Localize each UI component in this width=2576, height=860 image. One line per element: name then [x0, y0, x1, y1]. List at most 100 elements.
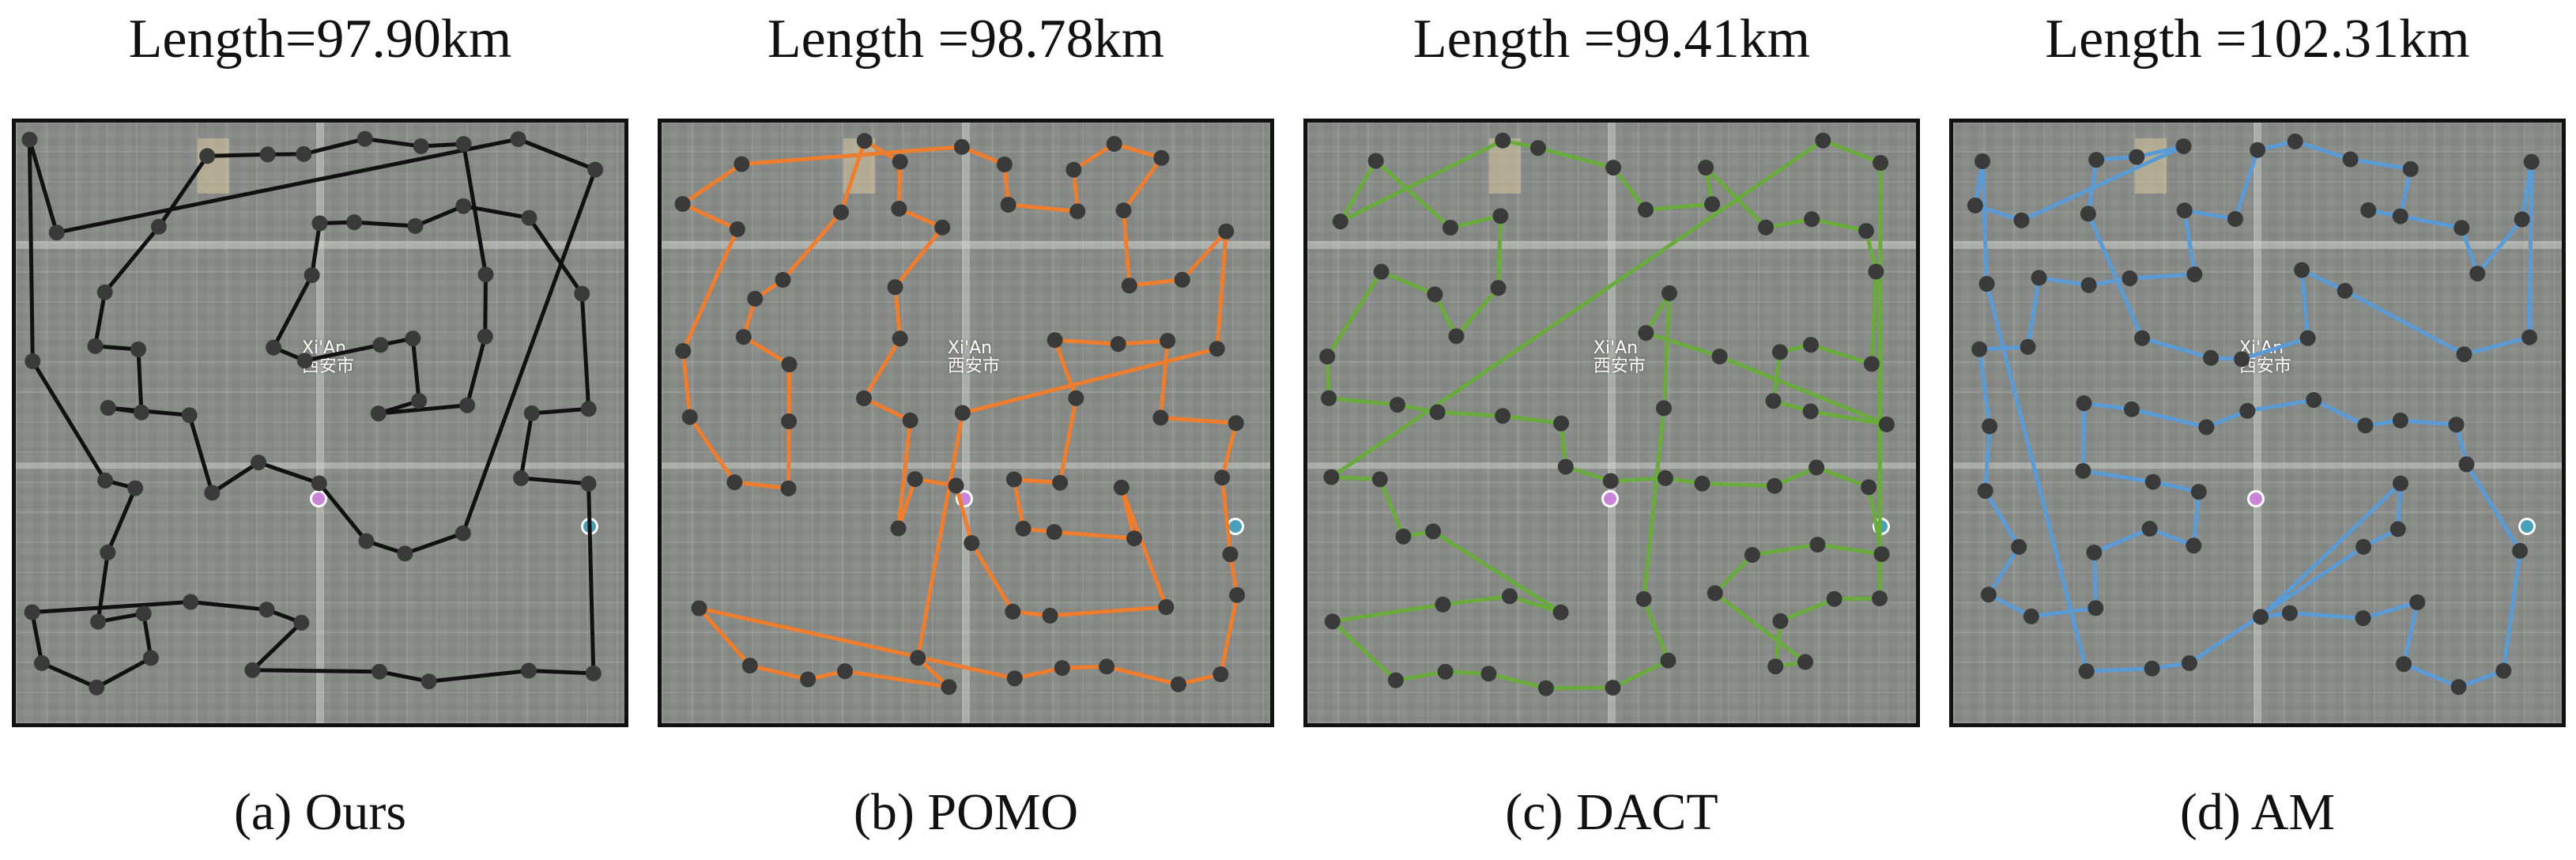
route-node — [259, 146, 276, 163]
route-node — [2175, 138, 2192, 155]
route-node — [1113, 479, 1130, 496]
route-node — [734, 156, 750, 172]
route-node — [1228, 415, 1244, 432]
panel-pomo: Length =98.78km Xi'An 西安市 (b) POMO — [658, 0, 1274, 860]
route-node — [1429, 404, 1446, 421]
route-node — [1858, 223, 1874, 240]
route-node — [2144, 473, 2161, 490]
route-node — [2469, 266, 2486, 282]
route-node — [2450, 679, 2467, 696]
route-node — [580, 475, 597, 492]
route-node — [90, 613, 107, 630]
route-map: Xi'An 西安市 — [1303, 119, 1920, 727]
route-node — [780, 480, 797, 496]
route-node — [775, 272, 791, 288]
route-node — [1160, 333, 1176, 349]
route-node — [372, 663, 387, 680]
route-node — [1218, 223, 1235, 240]
route-node — [2190, 484, 2207, 500]
route-node — [1153, 149, 1170, 166]
route-node — [2514, 211, 2530, 228]
route-node — [890, 520, 907, 537]
route-node — [311, 475, 327, 492]
route-node — [520, 662, 537, 679]
route-node — [356, 130, 373, 147]
route-node — [1214, 470, 1231, 486]
route-node — [1802, 403, 1819, 420]
route-node — [183, 594, 199, 610]
route-node — [1367, 153, 1384, 169]
route-node — [1110, 336, 1126, 353]
route-node — [1971, 341, 1988, 357]
route-node — [2523, 153, 2540, 170]
route-node — [133, 404, 149, 421]
route-node — [1068, 390, 1084, 406]
route-node — [151, 218, 167, 235]
route-node — [1005, 471, 1022, 488]
route-node — [1152, 409, 1169, 426]
route-node — [1978, 276, 1995, 292]
route-node — [1495, 408, 1511, 424]
route-node — [1529, 140, 1546, 157]
route-node — [1425, 523, 1442, 540]
route-node — [675, 343, 692, 359]
route-node — [1557, 458, 1574, 475]
route-node — [251, 455, 267, 471]
route-node — [2023, 608, 2039, 624]
city-label: Xi'An 西安市 — [2238, 338, 2291, 376]
route-node — [1809, 537, 1826, 553]
route-node — [1553, 415, 1570, 432]
route-node — [2355, 538, 2372, 555]
route-node — [1443, 220, 1458, 236]
route-node — [1808, 459, 1825, 476]
route-node — [1321, 390, 1337, 406]
route-node — [1868, 263, 1884, 280]
route-node — [2294, 262, 2310, 278]
route-node — [1005, 603, 1021, 620]
route-node — [1873, 155, 1889, 171]
route-node — [580, 401, 597, 417]
route-node — [2020, 338, 2036, 355]
route-node — [2287, 133, 2303, 149]
route-node — [1324, 613, 1341, 630]
route-node — [1804, 211, 1820, 228]
route-node — [726, 474, 743, 491]
route-node — [1767, 477, 1783, 494]
poi-marker — [1601, 490, 1619, 507]
route-node — [1054, 660, 1070, 677]
route-path — [1325, 138, 1889, 691]
route-node — [97, 472, 114, 488]
route-node — [2458, 456, 2475, 473]
route-node — [96, 284, 113, 300]
route-node — [2392, 208, 2408, 224]
route-node — [907, 471, 923, 488]
route-node — [587, 161, 604, 178]
route-node — [1826, 590, 1842, 607]
route-node — [521, 209, 537, 226]
route-node — [455, 198, 472, 214]
route-node — [346, 214, 363, 231]
route-node — [513, 470, 530, 486]
route-node — [2088, 600, 2104, 617]
route-node — [2409, 594, 2426, 610]
route-node — [902, 412, 918, 428]
route-node — [1390, 397, 1405, 413]
panel-caption: (a) Ours — [233, 783, 407, 841]
route-node — [258, 602, 275, 618]
route-node — [1065, 161, 1082, 178]
route-node — [2198, 419, 2215, 436]
route-node — [296, 353, 313, 369]
route-map: Xi'An 西安市 — [12, 119, 628, 727]
route-node — [1658, 470, 1673, 486]
route-node — [735, 329, 752, 345]
route-node — [421, 673, 437, 690]
route-node — [2181, 654, 2197, 671]
route-node — [2281, 605, 2298, 621]
panel-title: Length =102.31km — [2045, 9, 2470, 70]
route-node — [1537, 680, 1554, 696]
route-node — [1323, 469, 1340, 485]
route-svg — [1967, 133, 2540, 696]
route-node — [510, 131, 526, 147]
route-node — [1222, 546, 1239, 563]
route-node — [837, 663, 853, 680]
